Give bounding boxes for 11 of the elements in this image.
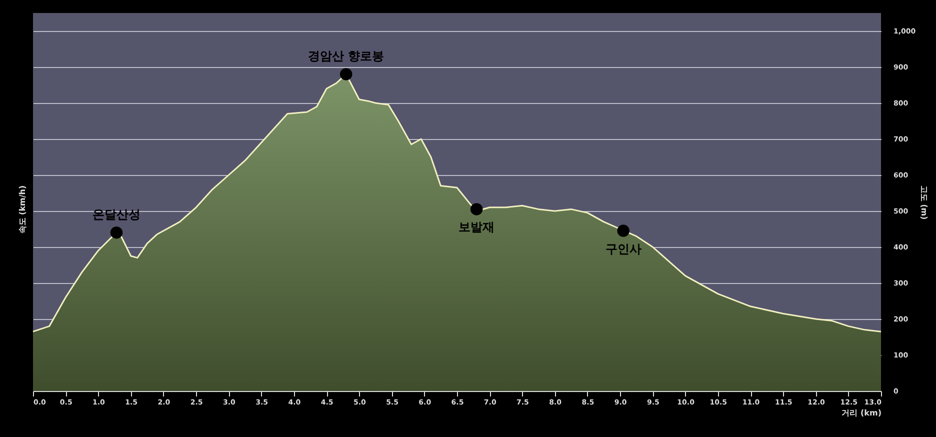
annotation: 온달산성 [92,208,140,222]
y2-axis-title: 고도 (m) [920,185,929,220]
point [617,224,630,237]
point [470,203,483,216]
annotation: 경암산 향로봉 [308,49,384,64]
y-axis-title: 속도 (km/h) [18,185,27,234]
x-axis-title: 거리 (km) [842,408,882,418]
annotation: 보발재 [458,220,495,234]
annotation: 구인사 [605,242,642,256]
point [110,226,123,239]
point [340,68,352,80]
